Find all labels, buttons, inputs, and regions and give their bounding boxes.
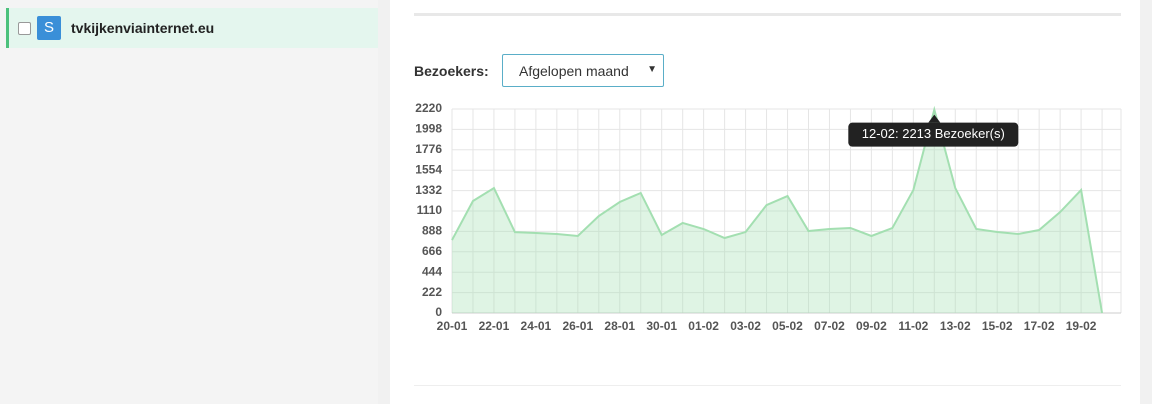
x-tick-label: 19-02 — [1066, 319, 1097, 333]
x-tick-label: 20-01 — [437, 319, 468, 333]
x-tick-label: 26-01 — [562, 319, 593, 333]
x-tick-label: 03-02 — [730, 319, 761, 333]
x-tick-label: 01-02 — [688, 319, 719, 333]
select-value: Afgelopen maand — [519, 63, 629, 79]
select-arrow: ▼ — [647, 64, 657, 75]
y-tick-label: 444 — [422, 264, 442, 278]
y-tick-label: 1332 — [415, 183, 442, 197]
x-tick-label: 15-02 — [982, 319, 1013, 333]
filter-label: Bezoekers: — [414, 63, 489, 79]
tooltip: 12-02: 2213 Bezoeker(s) — [848, 114, 1019, 147]
y-tick-label: 1554 — [415, 162, 442, 176]
area-fill — [452, 109, 1103, 313]
y-tick-label: 222 — [422, 285, 442, 299]
tooltip-text: 12-02: 2213 Bezoeker(s) — [862, 126, 1005, 141]
y-tick-label: 1998 — [415, 122, 442, 136]
area-line — [451, 105, 1104, 314]
x-tick-label: 13-02 — [940, 319, 971, 333]
divider — [414, 385, 1121, 386]
y-tick-label: 888 — [422, 224, 442, 238]
site-name[interactable]: tvkijkenviainternet.eu — [71, 20, 215, 36]
y-tick-label: 666 — [422, 244, 442, 258]
x-tick-label: 11-02 — [898, 319, 928, 333]
period-select[interactable]: Afgelopen maand ▼ — [502, 54, 664, 87]
x-tick-label: 24-01 — [521, 319, 552, 333]
x-tick-label: 30-01 — [646, 319, 677, 333]
x-tick-label: 07-02 — [814, 319, 845, 333]
sidebar: S tvkijkenviainternet.eu — [0, 0, 378, 404]
divider — [414, 13, 1121, 16]
x-tick-label: 22-01 — [479, 319, 510, 333]
x-tick-label: 09-02 — [856, 319, 887, 333]
y-tick-label: 0 — [435, 305, 442, 319]
x-tick-label: 28-01 — [604, 319, 635, 333]
site-icon: S — [37, 16, 61, 40]
x-tick-label: 05-02 — [772, 319, 803, 333]
y-tick-label: 1776 — [415, 142, 442, 156]
checkbox[interactable] — [18, 22, 31, 35]
x-tick-label: 17-02 — [1024, 319, 1055, 333]
site-item[interactable]: S tvkijkenviainternet.eu — [6, 8, 378, 48]
tooltip-box — [848, 122, 1019, 147]
tooltip-arrow — [928, 114, 941, 123]
y-tick-label: 2220 — [415, 101, 442, 115]
y-tick-label: 1110 — [417, 203, 443, 217]
